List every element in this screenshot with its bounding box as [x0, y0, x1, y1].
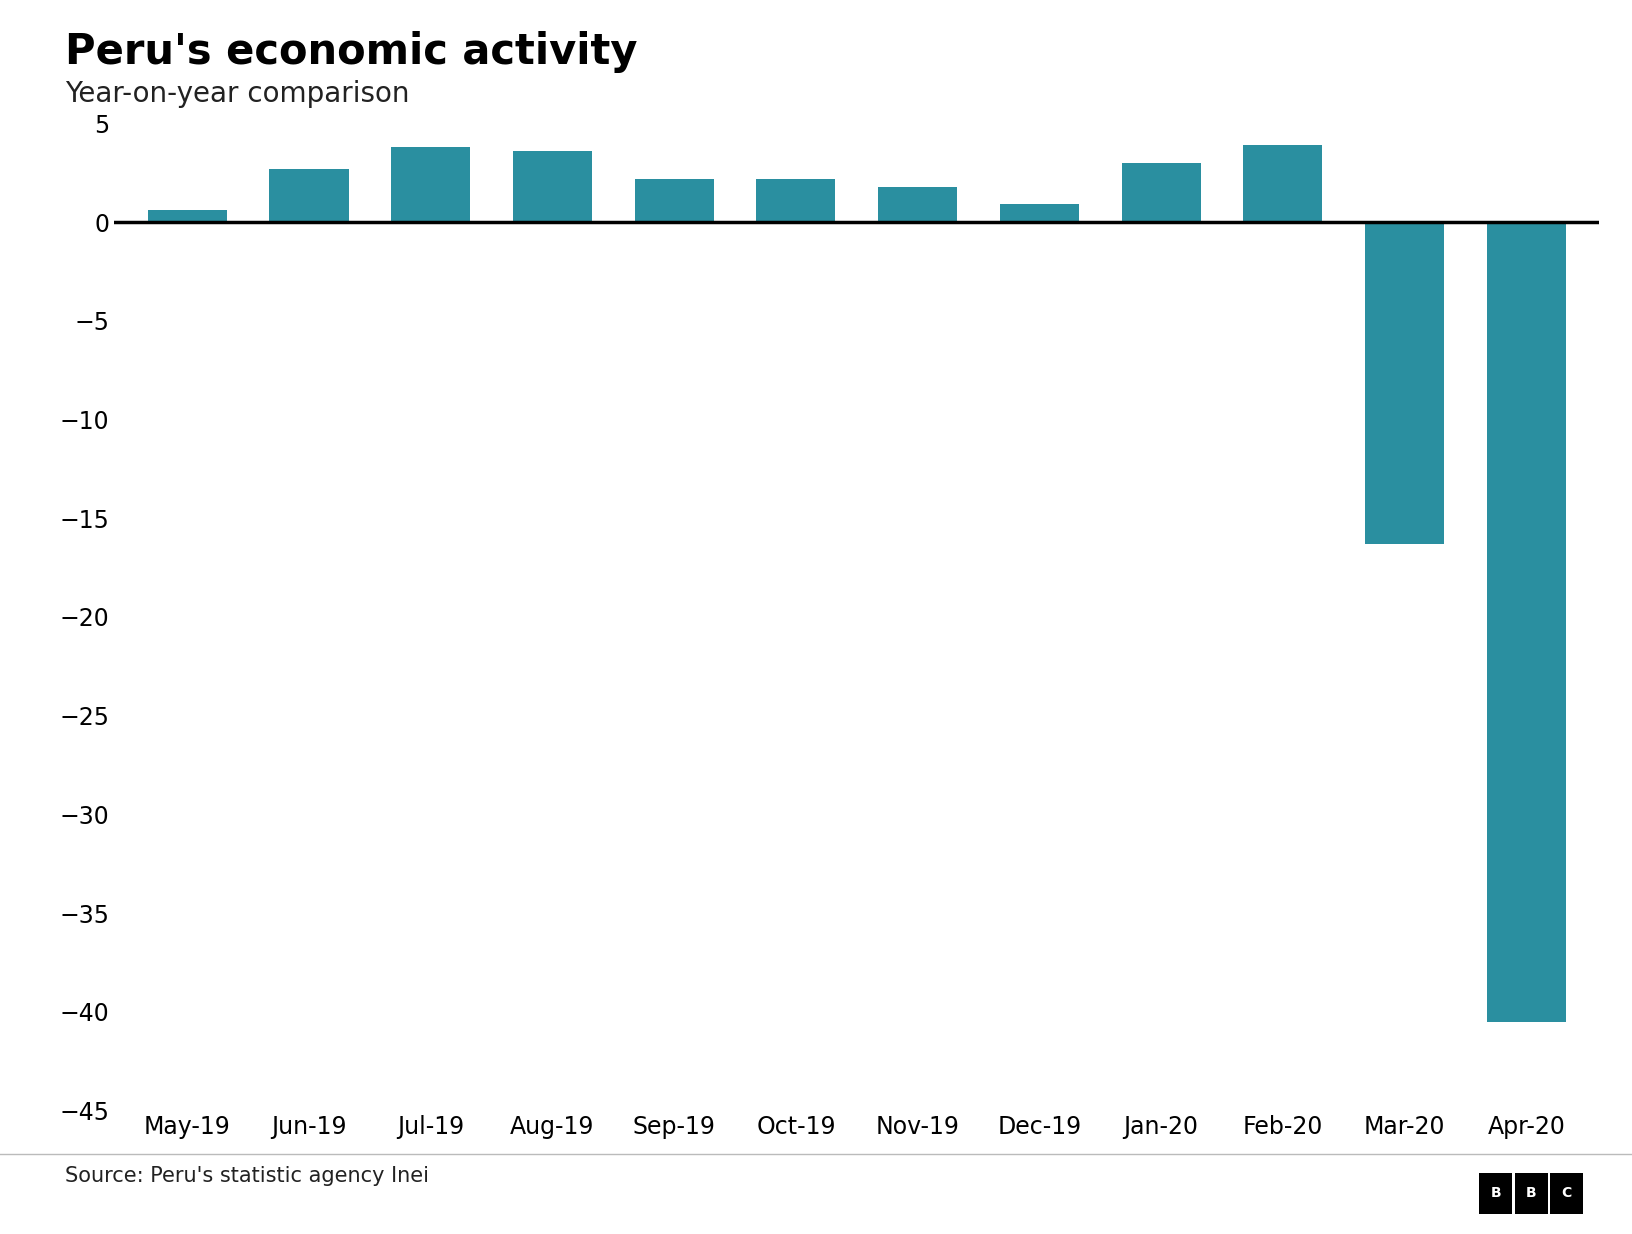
Bar — [1244, 146, 1322, 222]
Bar — [512, 151, 592, 222]
Bar — [1364, 222, 1444, 544]
FancyBboxPatch shape — [1550, 1172, 1583, 1214]
Bar — [756, 179, 836, 222]
Bar — [1121, 163, 1201, 222]
Bar — [878, 186, 958, 222]
Text: Peru's economic activity: Peru's economic activity — [65, 31, 638, 73]
Bar — [1487, 222, 1565, 1022]
Bar — [1000, 205, 1079, 222]
FancyBboxPatch shape — [1479, 1172, 1513, 1214]
Text: B: B — [1490, 1186, 1501, 1201]
Text: B: B — [1526, 1186, 1537, 1201]
Bar — [269, 169, 349, 222]
FancyBboxPatch shape — [1514, 1172, 1549, 1214]
Text: Source: Peru's statistic agency Inei: Source: Peru's statistic agency Inei — [65, 1166, 429, 1186]
Text: Year-on-year comparison: Year-on-year comparison — [65, 80, 410, 109]
Text: C: C — [1562, 1186, 1572, 1201]
Bar — [635, 179, 713, 222]
Bar — [392, 147, 470, 222]
Bar — [149, 210, 227, 222]
